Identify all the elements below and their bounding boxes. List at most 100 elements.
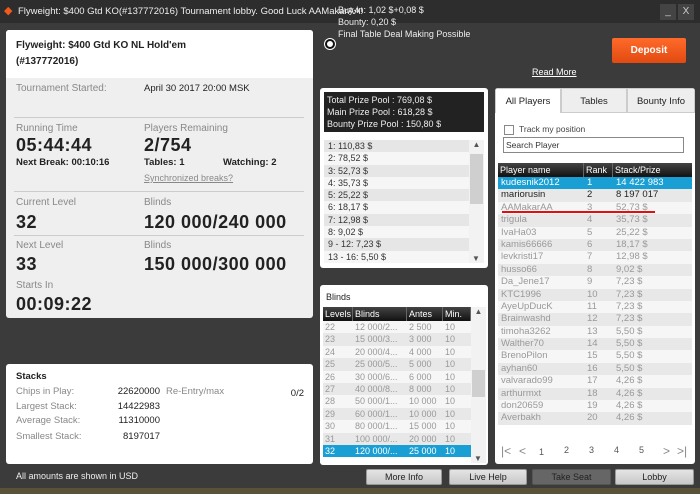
scroll-down-icon[interactable]: ▼: [474, 454, 482, 463]
player-row[interactable]: husso66 8 9,02 $: [498, 263, 692, 277]
live-help-button[interactable]: Live Help: [449, 469, 527, 485]
player-row[interactable]: mariorusin 2 8 197 017: [498, 189, 692, 202]
player-name-cell: IvaHa03: [501, 226, 537, 238]
player-name-cell: ayhan60: [501, 362, 538, 374]
player-row[interactable]: ayhan60 16 5,50 $: [498, 362, 692, 376]
blinds-cell: 80 000/1...: [355, 421, 398, 432]
stack-prize-cell: 4,26 $: [616, 412, 643, 424]
player-row[interactable]: AyeUpDucK 11 7,23 $: [498, 300, 692, 314]
scroll-down-icon[interactable]: ▼: [472, 254, 480, 263]
blind-level-row[interactable]: 27 40 000/8... 8 000 10: [323, 382, 471, 396]
blind-level-row[interactable]: 26 30 000/6... 6 000 10: [323, 370, 471, 383]
player-name-cell: kudesnik2012: [501, 177, 560, 188]
player-row[interactable]: valvarado99 17 4,26 $: [498, 375, 692, 388]
next-page-button[interactable]: >: [663, 444, 671, 458]
more-info-button[interactable]: More Info: [366, 469, 442, 485]
blind-level-row[interactable]: 28 50 000/1... 10 000 10: [323, 395, 471, 408]
blinds-scrollbar[interactable]: ▲ ▼: [471, 307, 486, 463]
page-button[interactable]: 4: [614, 445, 620, 455]
player-name-cell: AAMakarAA: [501, 201, 553, 213]
rank-cell: 6: [587, 238, 593, 250]
blind-level-row[interactable]: 31 100 000/... 20 000 10: [323, 432, 471, 445]
blind-level-row[interactable]: 22 12 000/2... 2 500 10: [323, 321, 471, 334]
blind-level-row[interactable]: 24 20 000/4... 4 000 10: [323, 345, 471, 359]
deposit-button[interactable]: Deposit: [612, 38, 686, 63]
tab-tables[interactable]: Tables: [561, 88, 627, 113]
blind-level-row[interactable]: 23 15 000/3... 3 000 10: [323, 333, 471, 346]
player-row[interactable]: kamis66666 6 18,17 $: [498, 238, 692, 252]
next-blinds: 150 000/300 000: [144, 254, 287, 274]
player-name-cell: kamis66666: [501, 238, 553, 250]
stack-prize-cell: 5,50 $: [616, 325, 643, 337]
payout-row: 1: 110,83 $: [324, 140, 469, 153]
lobby-button[interactable]: Lobby: [615, 469, 694, 485]
minutes-cell: 10: [445, 371, 456, 382]
player-row[interactable]: levkristi17 7 12,98 $: [498, 251, 692, 264]
page-button[interactable]: 2: [564, 445, 570, 455]
blind-level-row[interactable]: 29 60 000/1... 10 000 10: [323, 407, 471, 421]
last-page-button[interactable]: >|: [677, 444, 688, 458]
stack-prize-cell: 9,02 $: [616, 263, 643, 275]
payout-row: 6: 18,17 $: [324, 201, 469, 214]
title-bar: Flyweight: $400 Gtd KO(#137772016) Tourn…: [0, 0, 700, 23]
player-row[interactable]: trigula 4 35,73 $: [498, 214, 692, 227]
payout-scrollbar[interactable]: ▲ ▼: [469, 140, 484, 263]
col-levels[interactable]: Levels: [325, 307, 353, 321]
col-blinds[interactable]: Blinds: [353, 307, 407, 321]
first-page-button[interactable]: |<: [501, 444, 512, 458]
player-row[interactable]: Da_Jene17 9 7,23 $: [498, 276, 692, 289]
read-more-link[interactable]: Read More: [532, 67, 577, 77]
payout-row: 3: 52,73 $: [324, 164, 469, 177]
rank-cell: 11: [587, 300, 597, 312]
tab-bounty-info[interactable]: Bounty Info: [627, 88, 695, 113]
take-seat-button[interactable]: Take Seat: [532, 469, 611, 485]
player-row[interactable]: Brainwashd 12 7,23 $: [498, 313, 692, 326]
main-prize-pool: Main Prize Pool : 618,28 $: [327, 107, 433, 117]
player-row[interactable]: Averbakh 20 4,26 $: [498, 412, 692, 425]
col-stack-prize[interactable]: Stack/Prize: [615, 165, 661, 175]
page-button[interactable]: 3: [589, 445, 595, 455]
blind-level-row[interactable]: 30 80 000/1... 15 000 10: [323, 420, 471, 433]
stack-prize-cell: 35,73 $: [616, 214, 648, 226]
blind-level-row[interactable]: 32 120 000/... 25 000 10: [323, 444, 471, 458]
player-name-cell: husso66: [501, 263, 537, 275]
antes-cell: 4 000: [409, 346, 432, 357]
close-button[interactable]: X: [678, 4, 694, 20]
prev-page-button[interactable]: <: [519, 444, 527, 458]
scroll-thumb[interactable]: [472, 370, 485, 397]
player-row[interactable]: KTC1996 10 7,23 $: [498, 288, 692, 301]
player-row[interactable]: timoha3262 13 5,50 $: [498, 325, 692, 339]
tab-all-players[interactable]: All Players: [495, 88, 561, 113]
col-rank[interactable]: Rank: [584, 163, 613, 177]
player-row[interactable]: kudesnik2012 1 14 422 983: [498, 177, 692, 190]
scroll-up-icon[interactable]: ▲: [472, 140, 481, 149]
current-level-label: Current Level: [16, 197, 77, 208]
minutes-cell: 10: [445, 408, 456, 419]
tournament-name: Flyweight: $400 Gtd KO NL Hold'em: [16, 40, 186, 51]
minimize-button[interactable]: _: [660, 4, 676, 20]
antes-cell: 3 000: [409, 334, 432, 345]
col-player-name[interactable]: Player name: [498, 163, 584, 177]
player-row[interactable]: BrenoPilon 15 5,50 $: [498, 350, 692, 363]
stack-prize-cell: 7,23 $: [616, 276, 643, 288]
player-row[interactable]: don20659 19 4,26 $: [498, 400, 692, 413]
page-button[interactable]: 5: [639, 445, 645, 455]
minutes-cell: 10: [445, 322, 456, 332]
synchronized-breaks-link[interactable]: Synchronized breaks?: [144, 173, 234, 183]
col-min[interactable]: Min.: [443, 307, 471, 321]
search-player-input[interactable]: [503, 137, 684, 153]
track-position-checkbox[interactable]: [504, 125, 514, 135]
bounty-text: Bounty: 0,20 $: [338, 17, 397, 27]
page-button[interactable]: 1: [539, 447, 545, 457]
blind-level-row[interactable]: 25 25 000/5... 5 000 10: [323, 358, 471, 371]
scroll-thumb[interactable]: [470, 154, 483, 204]
scroll-up-icon[interactable]: ▲: [474, 307, 483, 316]
player-row[interactable]: arthurmxt 18 4,26 $: [498, 387, 692, 401]
prize-pool-panel: Total Prize Pool : 769,08 $ Main Prize P…: [320, 88, 488, 268]
player-row[interactable]: Walther70 14 5,50 $: [498, 338, 692, 351]
player-name-cell: Brainwashd: [501, 313, 551, 325]
col-antes[interactable]: Antes: [407, 307, 443, 321]
background-strip: [0, 488, 700, 494]
payout-row: 2: 78,52 $: [324, 152, 469, 165]
player-row[interactable]: IvaHa03 5 25,22 $: [498, 226, 692, 239]
